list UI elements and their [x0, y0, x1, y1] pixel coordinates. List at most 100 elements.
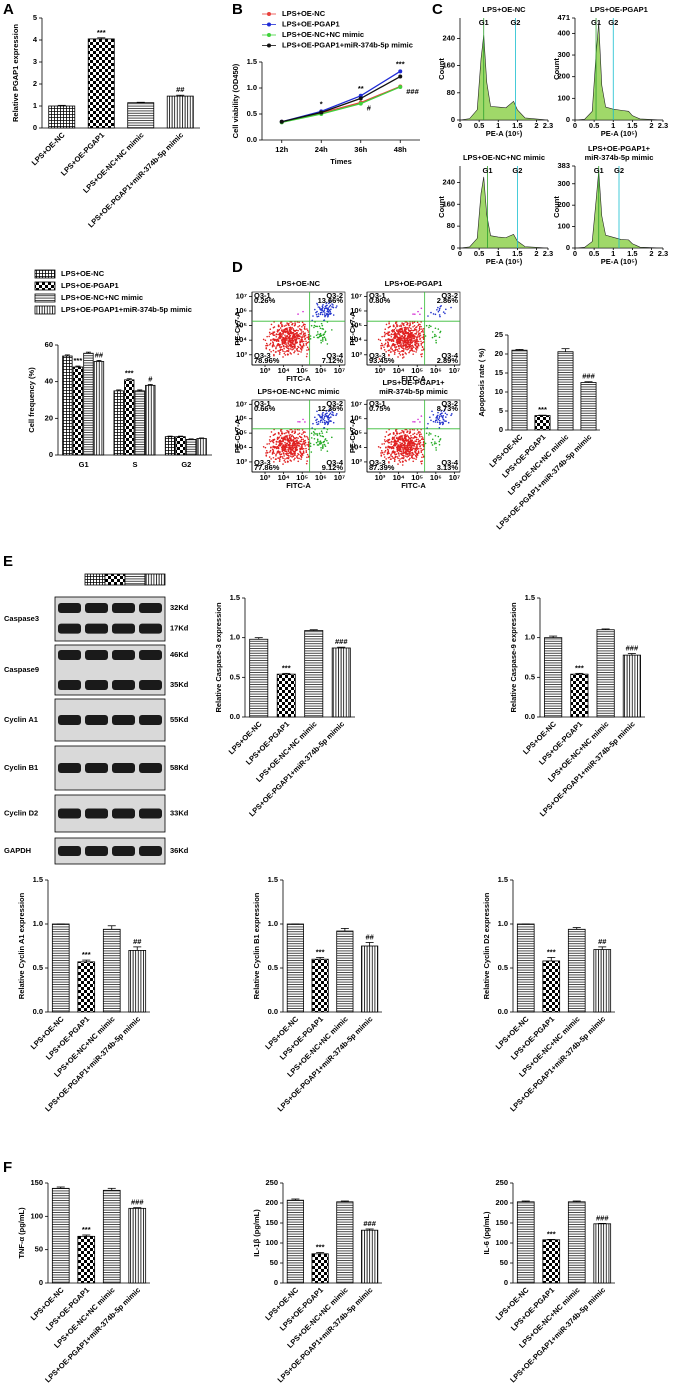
cell-dot: [319, 421, 322, 423]
cell-dot: [415, 342, 418, 345]
cell-dot: [412, 329, 414, 332]
cell-dot: [299, 341, 301, 344]
cell-dot: [421, 449, 424, 451]
y-tick-label: 1.5: [230, 593, 240, 602]
y-tick-label: 0.0: [268, 1007, 278, 1016]
cell-dot: [277, 333, 279, 336]
cell-dot: [288, 332, 291, 335]
cell-dot: [377, 338, 380, 341]
bar: [93, 361, 105, 456]
cell-dot: [388, 326, 391, 328]
cell-dot: [289, 327, 292, 330]
cell-dot: [303, 323, 305, 326]
cell-dot: [403, 456, 405, 458]
blot-band: [58, 846, 81, 856]
cell-dot: [315, 313, 318, 316]
cell-dot: [421, 435, 423, 438]
cell-dot: [433, 335, 436, 338]
cell-dot: [388, 446, 391, 448]
point: [279, 119, 284, 124]
cell-dot: [424, 335, 427, 337]
cell-dot: [321, 417, 324, 419]
cell-dot: [403, 332, 406, 335]
cell-dot: [272, 349, 275, 352]
cell-dot: [300, 347, 302, 350]
cell-dot: [295, 340, 297, 343]
cell-dot: [277, 325, 280, 328]
cell-dot: [283, 331, 285, 333]
cell-dot: [396, 338, 399, 341]
y-tick-label: 100: [495, 1238, 508, 1247]
cell-dot: [297, 329, 299, 332]
cell-dot: [319, 333, 321, 336]
x-tick-label: 36h: [354, 145, 367, 154]
cell-dot: [280, 346, 283, 348]
cell-dot: [434, 333, 436, 336]
cell-dot: [282, 440, 284, 443]
y-tick-label: 0: [451, 115, 455, 124]
cell-dot: [418, 443, 421, 446]
cell-dot: [289, 434, 292, 436]
cell-dot: [279, 444, 282, 447]
cell-dot: [285, 450, 288, 453]
cell-dot: [306, 329, 309, 332]
cell-dot: [436, 415, 438, 418]
blot-band: [58, 680, 81, 690]
cell-dot: [406, 444, 409, 446]
cell-dot: [264, 446, 267, 449]
cell-dot: [276, 343, 279, 346]
cell-dot: [422, 445, 425, 448]
cell-dot: [297, 345, 299, 348]
cell-dot: [387, 439, 389, 442]
significance: ###: [406, 87, 419, 96]
cell-dot: [299, 343, 302, 346]
cell-dot: [398, 453, 400, 455]
cell-dot: [410, 434, 412, 437]
cell-dot: [273, 326, 276, 328]
blot-swatch: [84, 573, 106, 586]
cell-dot: [380, 344, 382, 347]
cell-dot: [398, 449, 401, 452]
y-tick-label: 150: [265, 1218, 278, 1227]
cell-dot: [416, 321, 419, 324]
cell-dot: [385, 446, 387, 448]
cell-dot: [326, 304, 328, 307]
cell-dot: [402, 451, 405, 454]
cell-dot: [380, 455, 383, 457]
cell-dot: [408, 454, 411, 456]
cell-dot: [400, 438, 403, 440]
significance: ##: [133, 937, 142, 946]
cell-dot: [401, 457, 403, 460]
y-tick-label: 240: [442, 33, 455, 42]
cell-dot: [319, 311, 322, 314]
cell-dot: [281, 456, 284, 458]
cell-dot: [307, 441, 310, 444]
cell-dot: [303, 327, 306, 330]
cell-dot: [307, 444, 310, 446]
cell-dot: [390, 347, 392, 350]
cell-dot: [318, 443, 321, 445]
y-axis-title: TNF-α (pg/mL): [17, 1207, 26, 1259]
cell-dot: [408, 458, 410, 461]
cell-dot: [436, 421, 439, 423]
cell-dot: [272, 439, 274, 442]
cell-dot: [317, 306, 320, 308]
cell-dot: [403, 349, 405, 351]
cell-dot: [393, 444, 395, 446]
cell-cluster: [297, 310, 304, 315]
cell-dot: [403, 336, 406, 339]
y-tick-label: 1.0: [498, 919, 508, 928]
x-tick-label: 2: [534, 121, 538, 130]
cell-dot: [408, 446, 411, 448]
cell-dot: [285, 444, 287, 446]
y-tick-label: 40: [45, 377, 53, 386]
x-tick-label: 2: [649, 121, 653, 130]
cell-dot: [396, 343, 399, 345]
cell-dot: [398, 432, 401, 435]
cell-dot: [294, 330, 296, 333]
cell-dot: [396, 341, 399, 344]
cell-dot: [420, 340, 422, 343]
cell-dot: [319, 419, 322, 422]
cell-dot: [279, 335, 281, 338]
point: [398, 74, 403, 79]
